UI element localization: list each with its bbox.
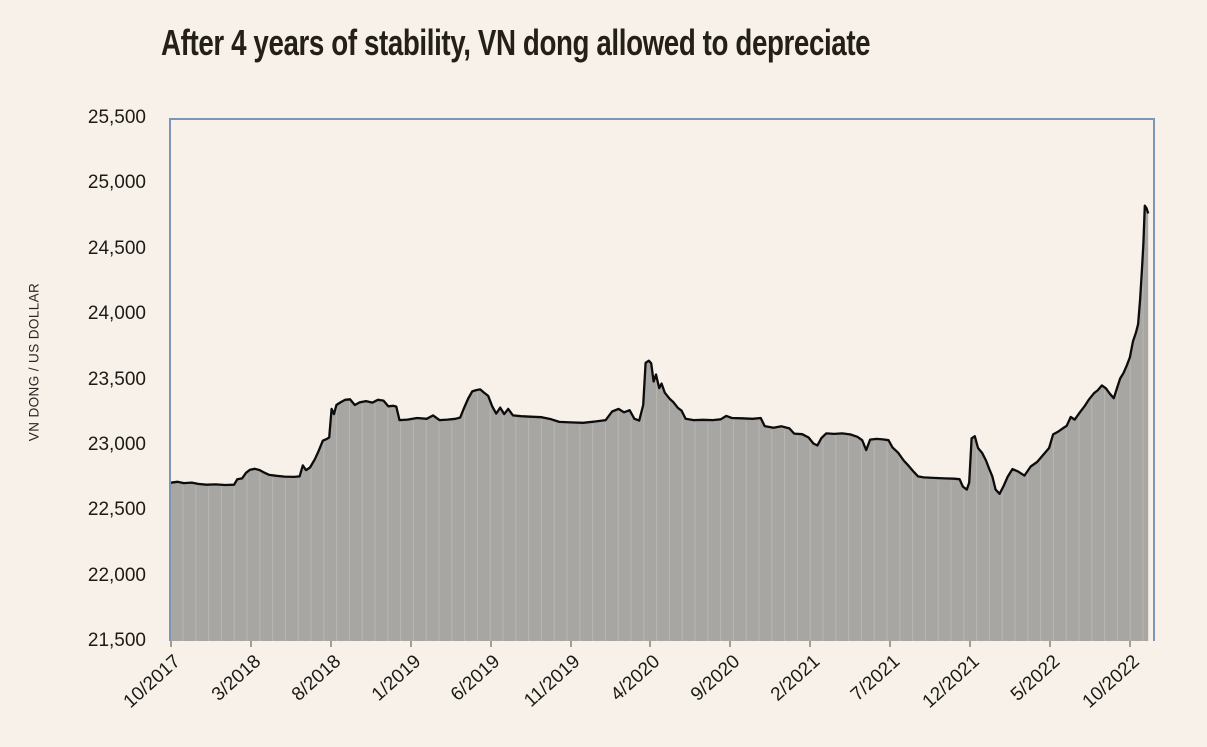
y-tick-label: 22,000	[87, 564, 146, 586]
chart-title: After 4 years of stability, VN dong allo…	[161, 22, 871, 63]
y-tick-label: 25,000	[87, 172, 146, 194]
plot-area	[169, 118, 1155, 641]
y-tick-label: 23,000	[87, 434, 146, 455]
y-tick-label: 23,500	[87, 368, 146, 390]
y-tick-label: 21,500	[87, 630, 146, 652]
x-tick-label: 10/2022	[1078, 651, 1144, 713]
x-tick-mark	[649, 641, 652, 647]
x-tick-mark	[170, 641, 172, 647]
x-tick-mark	[329, 641, 332, 647]
x-tick-mark	[1048, 641, 1051, 647]
x-tick-mark	[729, 641, 732, 647]
x-tick-mark	[889, 641, 892, 647]
y-tick-label: 24,500	[87, 237, 146, 259]
area-fill	[171, 205, 1149, 641]
x-tick-mark	[809, 641, 812, 647]
x-tick-mark	[489, 641, 492, 647]
x-tick-mark	[249, 641, 252, 647]
x-tick-mark	[409, 641, 412, 647]
x-tick-mark	[1128, 641, 1131, 647]
y-tick-label: 22,500	[87, 499, 146, 521]
y-tick-label: 24,000	[87, 303, 146, 325]
rate-line	[171, 204, 1150, 495]
x-tick-mark	[569, 641, 572, 647]
exchange-rate-area-chart	[171, 204, 1150, 641]
y-tick-label: 25,500	[87, 107, 146, 128]
x-tick-mark	[969, 641, 972, 647]
